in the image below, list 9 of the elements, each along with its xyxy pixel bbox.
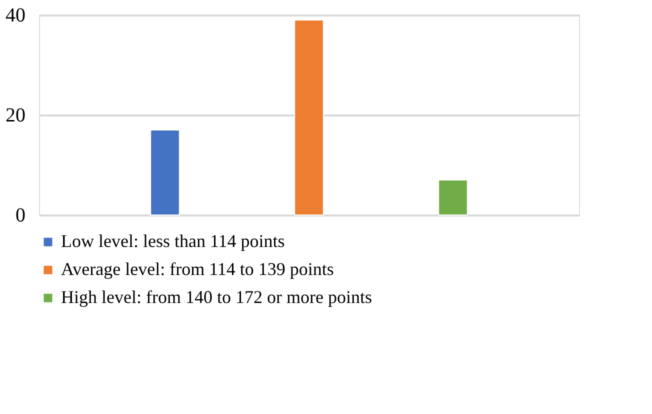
bar <box>150 130 180 216</box>
y-tick-label: 40 <box>6 4 26 26</box>
y-tick-label: 20 <box>6 104 26 126</box>
legend-label: Low level: less than 114 points <box>61 231 285 251</box>
bar <box>294 20 324 216</box>
y-tick-label: 0 <box>16 204 26 226</box>
legend-label: High level: from 140 to 172 or more points <box>61 287 372 307</box>
legend-label: Average level: from 114 to 139 points <box>61 259 334 279</box>
bar <box>438 180 468 216</box>
